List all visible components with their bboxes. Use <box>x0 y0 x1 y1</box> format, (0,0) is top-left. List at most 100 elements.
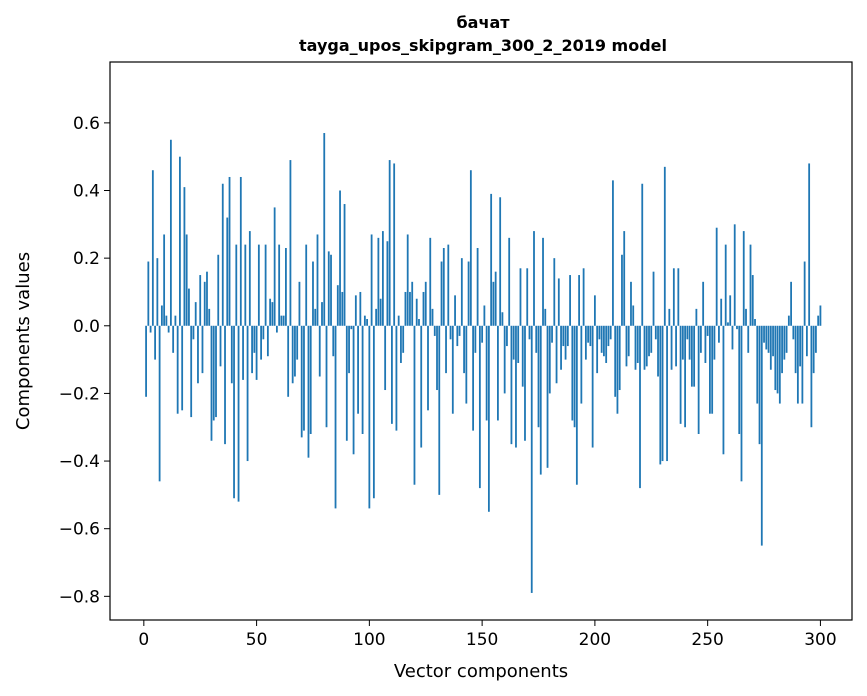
bar <box>257 244 260 326</box>
bar <box>618 325 621 391</box>
bar <box>185 234 188 326</box>
bar <box>253 325 256 353</box>
bar <box>278 244 281 326</box>
bar <box>336 285 339 326</box>
chart-title: бачат <box>456 13 510 32</box>
bar <box>796 325 799 404</box>
bar <box>551 325 553 343</box>
bar <box>357 325 359 414</box>
bar <box>747 325 750 353</box>
bar <box>569 275 571 326</box>
bar <box>312 261 314 326</box>
bar <box>388 160 391 326</box>
bar <box>420 325 423 448</box>
bar <box>657 325 659 377</box>
bar <box>429 237 432 326</box>
bar <box>149 325 152 333</box>
bar <box>427 325 429 411</box>
bar <box>174 315 177 326</box>
y-tick-label: 0.4 <box>73 182 100 202</box>
bar <box>799 325 802 367</box>
bar <box>810 325 813 428</box>
y-tick-label: −0.4 <box>59 452 100 472</box>
bar <box>695 308 698 326</box>
bar <box>458 325 461 336</box>
bar <box>697 325 700 434</box>
bar <box>609 325 612 340</box>
bar <box>176 325 179 414</box>
bar <box>244 244 247 326</box>
bar <box>627 325 630 357</box>
bar <box>145 325 147 397</box>
bar <box>512 325 515 360</box>
bar <box>375 308 378 326</box>
bar <box>203 281 206 326</box>
bar <box>179 156 181 326</box>
bar <box>745 308 747 326</box>
bar <box>165 315 168 326</box>
bar <box>650 325 653 353</box>
bar <box>688 325 691 360</box>
bar <box>668 308 671 326</box>
bar <box>675 325 677 367</box>
bar <box>381 231 384 326</box>
bar <box>605 325 608 363</box>
bar <box>456 325 459 347</box>
bar <box>580 325 583 404</box>
bar <box>269 298 272 326</box>
bar <box>794 325 797 374</box>
bar <box>506 325 508 347</box>
bar <box>190 325 193 418</box>
bar <box>273 207 276 326</box>
bar <box>188 288 190 326</box>
bar <box>684 325 686 428</box>
bar <box>201 325 204 374</box>
bar <box>233 325 235 499</box>
x-axis-ticks: 0 50 100 150 200 250 300 <box>138 620 837 650</box>
bar <box>476 248 479 326</box>
bar <box>345 325 348 441</box>
bar <box>776 325 779 394</box>
bar <box>760 325 763 546</box>
bar <box>260 325 262 360</box>
bar <box>553 258 556 326</box>
bar <box>163 234 166 326</box>
bar <box>361 325 364 434</box>
bar <box>562 325 565 347</box>
bar <box>339 190 341 326</box>
x-tick-label: 150 <box>466 630 498 650</box>
bar <box>314 308 317 326</box>
bar <box>499 197 502 326</box>
bar <box>666 325 668 462</box>
bar <box>634 325 637 370</box>
bar <box>262 325 265 340</box>
bar <box>411 281 414 326</box>
bar <box>600 325 603 353</box>
bar <box>359 291 362 326</box>
bar <box>280 315 283 326</box>
bar <box>578 275 580 326</box>
bar <box>533 231 535 326</box>
bar <box>368 325 371 509</box>
bar <box>158 325 161 482</box>
bar <box>621 254 623 326</box>
bar <box>282 315 285 326</box>
bar <box>463 325 465 374</box>
bar <box>539 325 542 475</box>
bar <box>672 268 675 326</box>
bar <box>379 298 382 326</box>
bar <box>584 325 587 360</box>
bar <box>325 325 328 428</box>
bar <box>643 325 646 370</box>
bars-group <box>145 133 822 593</box>
bar <box>406 234 409 326</box>
bar <box>264 244 267 326</box>
bar <box>566 325 569 347</box>
bar <box>819 305 822 326</box>
y-tick-label: −0.8 <box>59 587 100 607</box>
bar <box>686 325 689 340</box>
bar <box>303 325 305 431</box>
bar <box>603 325 605 357</box>
bar <box>654 325 657 340</box>
